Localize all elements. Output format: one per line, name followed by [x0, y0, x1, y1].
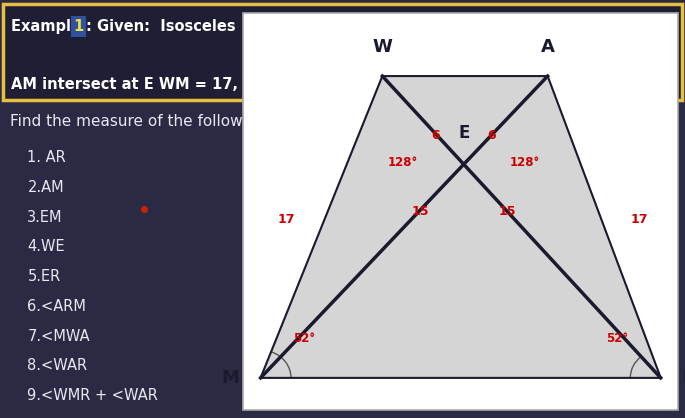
Text: 9.<WMR + <WAR: 9.<WMR + <WAR [27, 388, 158, 403]
Text: 2.AM: 2.AM [27, 180, 64, 195]
Text: 52°: 52° [606, 331, 628, 345]
Text: 17: 17 [278, 212, 295, 226]
Text: 3.EM: 3.EM [27, 209, 63, 224]
Text: : Given:  Isosceles  Trapezoid  WARM  with  diagonals  WR  and: : Given: Isosceles Trapezoid WARM with d… [86, 19, 604, 34]
Text: 15: 15 [412, 205, 429, 219]
FancyBboxPatch shape [243, 13, 678, 410]
Text: E: E [458, 125, 469, 143]
Text: 5.ER: 5.ER [27, 269, 61, 284]
Text: 128°: 128° [510, 156, 540, 169]
Text: Find the measure of the following:: Find the measure of the following: [10, 114, 272, 129]
Text: W: W [373, 38, 393, 56]
Text: 15: 15 [499, 205, 516, 219]
Text: 17: 17 [630, 212, 648, 226]
Text: A: A [540, 38, 555, 56]
Text: AM intersect at E WM = 17, WR = 21, AE = 6 and ∠WMR = 52º: AM intersect at E WM = 17, WR = 21, AE =… [11, 77, 525, 92]
Text: R: R [682, 369, 685, 387]
Text: 6.<ARM: 6.<ARM [27, 299, 86, 314]
FancyBboxPatch shape [3, 4, 682, 100]
Polygon shape [260, 76, 661, 378]
Text: 7.<MWA: 7.<MWA [27, 329, 90, 344]
Text: Example: Example [11, 19, 86, 34]
Text: 1. AR: 1. AR [27, 150, 66, 165]
Text: 8.<WAR: 8.<WAR [27, 359, 88, 373]
Text: 6: 6 [488, 130, 497, 143]
Text: M: M [221, 369, 239, 387]
Text: 6: 6 [431, 130, 440, 143]
Text: 4.WE: 4.WE [27, 239, 65, 254]
Text: 1: 1 [73, 19, 84, 34]
Text: 52°: 52° [293, 331, 315, 345]
Text: 128°: 128° [388, 156, 418, 169]
